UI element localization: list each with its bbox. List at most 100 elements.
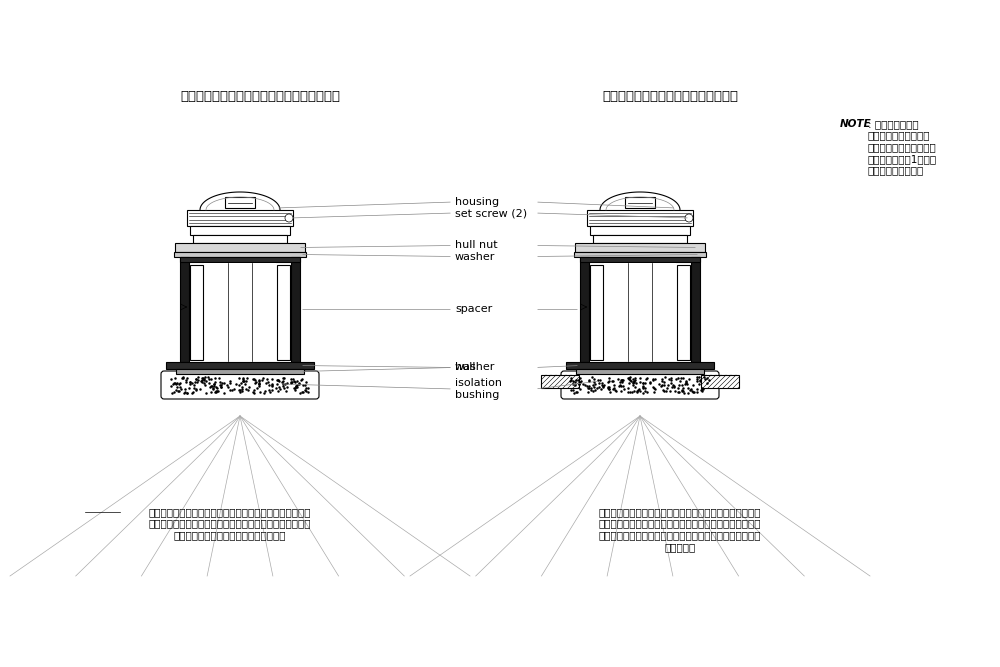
Point	[612, 376, 628, 387]
Point	[168, 385, 184, 396]
Point	[271, 376, 287, 386]
Point	[164, 388, 180, 398]
Point	[293, 375, 309, 386]
Point	[626, 386, 642, 397]
Point	[628, 378, 644, 388]
Point	[193, 376, 209, 386]
Point	[294, 374, 310, 385]
Point	[651, 379, 667, 390]
Point	[177, 386, 193, 397]
Point	[206, 379, 222, 390]
Point	[235, 376, 251, 386]
Point	[685, 387, 701, 398]
Point	[190, 375, 206, 386]
Point	[211, 373, 227, 384]
Bar	[677, 265, 690, 360]
Point	[235, 376, 251, 386]
Point	[264, 378, 280, 389]
Point	[198, 376, 214, 387]
Point	[685, 380, 701, 390]
Polygon shape	[200, 192, 280, 210]
Point	[207, 387, 223, 398]
Point	[637, 383, 653, 394]
Point	[647, 384, 663, 395]
Text: set screw (2): set screw (2)	[455, 208, 527, 218]
Text: hull: hull	[455, 362, 476, 372]
Point	[612, 380, 628, 391]
Point	[639, 372, 655, 383]
Point	[247, 375, 263, 386]
Point	[586, 377, 602, 388]
Point	[620, 387, 636, 398]
Bar	[566, 362, 714, 369]
Point	[625, 379, 641, 390]
Bar	[587, 210, 693, 226]
Point	[264, 380, 280, 391]
Point	[194, 375, 210, 386]
Point	[239, 372, 255, 383]
Point	[235, 374, 251, 385]
Point	[675, 382, 691, 393]
Text: isolation
bushing: isolation bushing	[455, 378, 502, 400]
Point	[219, 380, 235, 390]
Point	[262, 387, 278, 398]
Point	[238, 376, 254, 386]
Point	[645, 382, 661, 392]
Text: washer: washer	[455, 362, 495, 372]
Point	[591, 382, 607, 393]
Point	[627, 375, 643, 386]
Point	[585, 380, 601, 391]
Point	[189, 377, 205, 388]
Point	[675, 386, 691, 397]
Point	[171, 378, 187, 389]
Point	[701, 375, 717, 386]
Point	[256, 388, 272, 398]
Point	[187, 376, 203, 387]
Point	[289, 380, 305, 390]
Point	[601, 372, 617, 383]
Circle shape	[685, 214, 693, 222]
Point	[196, 375, 212, 386]
Point	[294, 387, 310, 398]
Point	[212, 376, 228, 387]
Point	[185, 386, 201, 397]
Point	[670, 387, 686, 398]
Point	[629, 386, 645, 397]
Point	[590, 375, 606, 386]
Point	[613, 374, 629, 385]
Point	[689, 384, 705, 394]
Bar	[187, 210, 293, 226]
Point	[238, 384, 254, 394]
Point	[620, 383, 636, 394]
Point	[670, 383, 686, 394]
Point	[656, 377, 672, 388]
Point	[679, 378, 695, 389]
Point	[691, 379, 707, 390]
Point	[269, 378, 285, 389]
Point	[689, 387, 705, 398]
Point	[573, 376, 589, 386]
Point	[178, 376, 194, 387]
Point	[625, 378, 641, 388]
Point	[275, 372, 291, 383]
Point	[606, 380, 622, 390]
Point	[276, 373, 292, 384]
Polygon shape	[600, 192, 680, 210]
Point	[594, 378, 610, 389]
Point	[605, 376, 621, 387]
Point	[615, 381, 631, 392]
Point	[689, 372, 705, 382]
Point	[279, 382, 295, 392]
Point	[699, 373, 715, 384]
Point	[291, 378, 307, 388]
Point	[580, 387, 596, 398]
Point	[235, 372, 251, 383]
Point	[608, 386, 624, 397]
Point	[572, 376, 588, 387]
Point	[654, 380, 670, 390]
Point	[298, 377, 314, 388]
Point	[213, 382, 229, 392]
Point	[568, 374, 584, 385]
Point	[674, 384, 690, 395]
Point	[283, 377, 299, 388]
